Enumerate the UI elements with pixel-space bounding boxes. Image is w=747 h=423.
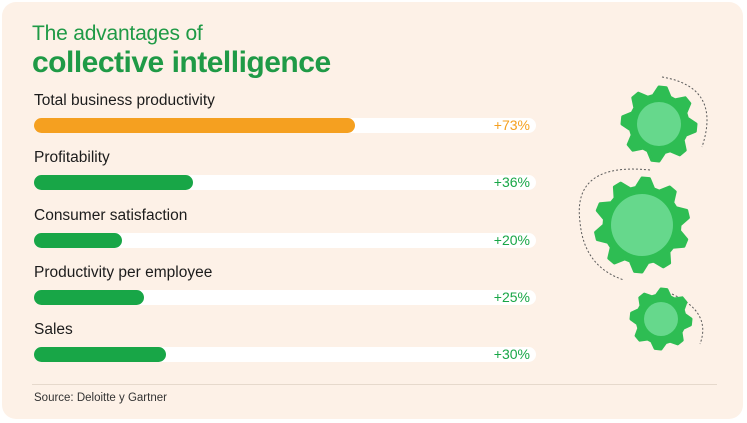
infographic-card: The advantages of collective intelligenc… [2, 2, 743, 419]
bar-value-label: +20% [493, 232, 530, 248]
bar-value-label: +25% [493, 289, 530, 305]
bar [34, 347, 167, 363]
bar-track: +30% [34, 347, 536, 363]
bar [34, 232, 123, 248]
bar-category-label: Total business productivity [34, 92, 215, 109]
gears-illustration [578, 76, 708, 351]
bar [34, 118, 356, 133]
bar-value-label: +36% [493, 175, 530, 191]
dashed-connector [578, 168, 651, 281]
bar-category-label: Profitability [34, 149, 110, 167]
gear-center [611, 194, 673, 256]
gear-center [644, 302, 678, 336]
bar-value-label: +30% [493, 347, 530, 363]
gear-icon [594, 176, 690, 274]
bar [34, 175, 193, 191]
bar-track: +25% [34, 289, 536, 305]
gear-center [637, 102, 681, 146]
footer-divider [32, 384, 717, 385]
bar [34, 289, 145, 305]
gear-icon [629, 287, 693, 351]
chart-title-line1: The advantages of [32, 22, 203, 45]
gear-icon [620, 85, 698, 163]
bar-category-label: Productivity per employee [34, 263, 213, 281]
bar-value-label: +73% [493, 118, 530, 133]
chart-title-line2: collective intelligence [32, 46, 331, 79]
bar-track: +73% [34, 118, 536, 133]
bar-category-label: Consumer satisfaction [34, 206, 188, 224]
source-note: Source: Deloitte y Gartner [34, 392, 167, 404]
bar-track: +20% [34, 232, 536, 248]
bar-track: +36% [34, 175, 536, 191]
bar-category-label: Sales [34, 321, 73, 339]
